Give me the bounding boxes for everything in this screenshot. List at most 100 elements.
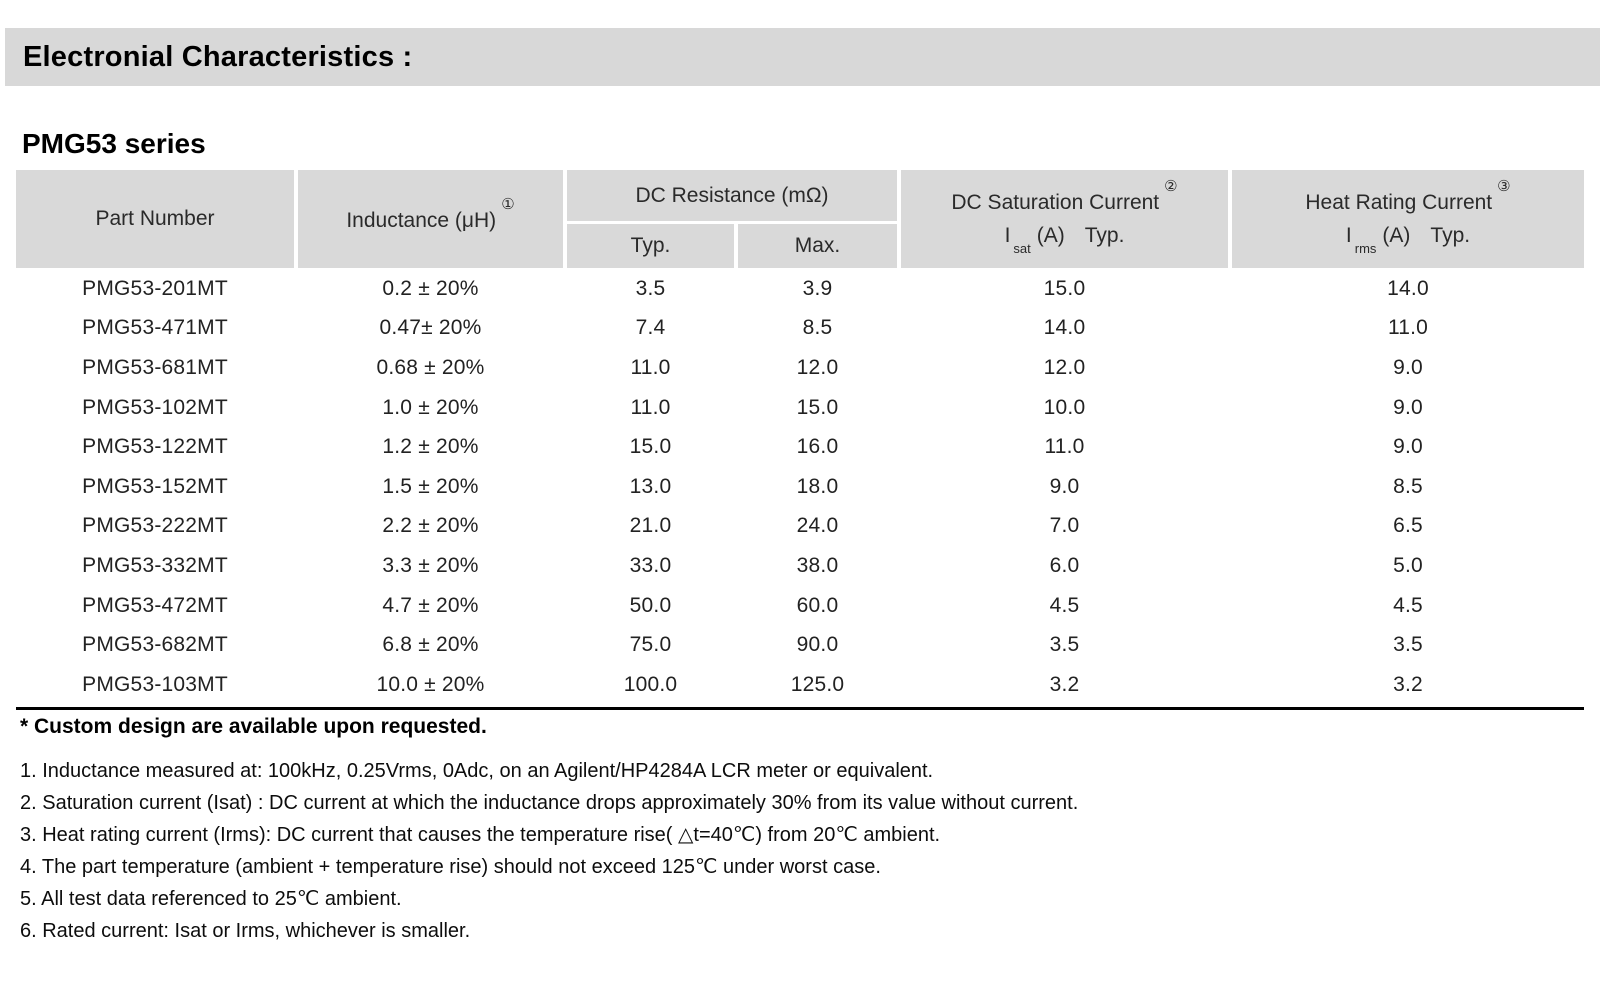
cell-dcr-max: 16.0: [796, 435, 839, 459]
cell-dcr-typ: 21.0: [629, 514, 672, 538]
cell-inductance: 0.68 ± 20%: [376, 355, 485, 379]
cell-dcr-typ: 50.0: [629, 593, 672, 617]
footnote-mark-2: ②: [1164, 178, 1178, 196]
cell-dcr-max: 18.0: [796, 474, 839, 498]
dc-resistance-subheader-row: Typ. Max.: [567, 224, 897, 268]
cell-dcr-typ: 15.0: [629, 435, 672, 459]
cell-irms: 4.5: [1393, 593, 1423, 617]
cell-inductance: 6.8 ± 20%: [382, 633, 479, 657]
section-title: Electronial Characteristics :: [23, 40, 413, 73]
cell-dcr-typ: 11.0: [630, 395, 671, 419]
table-row: PMG53-103MT 10.0 ± 20% 100.0 125.0 3.2 3…: [16, 665, 1584, 705]
cell-part-number: PMG53-102MT: [82, 395, 228, 419]
characteristics-table: Part Number Inductance (μH)① DC Resistan…: [16, 170, 1584, 705]
cell-part-number: PMG53-472MT: [82, 593, 228, 617]
cell-isat: 12.0: [1043, 355, 1086, 379]
cell-irms: 3.5: [1393, 633, 1423, 657]
table-row: PMG53-332MT 3.3 ± 20% 33.0 38.0 6.0 5.0: [16, 546, 1584, 586]
cell-dcr-typ: 33.0: [629, 553, 672, 577]
custom-design-note: * Custom design are available upon reque…: [20, 715, 487, 738]
cell-isat: 11.0: [1044, 435, 1085, 459]
col-header-heat-rating: Heat Rating Current③ Irms(A) Typ.: [1232, 170, 1584, 268]
cell-isat: 15.0: [1043, 276, 1086, 300]
footnotes: * Custom design are available upon reque…: [20, 715, 1580, 947]
dc-resistance-header-label: DC Resistance (mΩ): [567, 170, 897, 221]
cell-isat: 7.0: [1049, 514, 1080, 538]
cell-dcr-max: 12.0: [796, 355, 839, 379]
cell-dcr-max: 3.9: [802, 276, 833, 300]
cell-isat: 6.0: [1049, 553, 1080, 577]
cell-irms: 6.5: [1393, 514, 1423, 538]
table-row: PMG53-471MT 0.47± 20% 7.4 8.5 14.0 11.0: [16, 309, 1584, 349]
cell-part-number: PMG53-332MT: [82, 553, 228, 577]
cell-part-number: PMG53-222MT: [82, 514, 228, 538]
cell-inductance: 1.2 ± 20%: [382, 435, 479, 459]
cell-dcr-max: 24.0: [796, 514, 839, 538]
note-item: 1. Inductance measured at: 100kHz, 0.25V…: [20, 760, 934, 782]
cell-inductance: 0.47± 20%: [379, 316, 482, 340]
table-row: PMG53-152MT 1.5 ± 20% 13.0 18.0 9.0 8.5: [16, 467, 1584, 507]
col-header-part-number: Part Number: [16, 170, 294, 268]
series-heading: PMG53 series: [22, 128, 206, 159]
cell-irms: 3.2: [1393, 672, 1423, 696]
cell-irms: 9.0: [1393, 395, 1423, 419]
table-row: PMG53-102MT 1.0 ± 20% 11.0 15.0 10.0 9.0: [16, 388, 1584, 428]
cell-irms: 5.0: [1393, 553, 1423, 577]
cell-dcr-typ: 11.0: [630, 355, 671, 379]
cell-part-number: PMG53-201MT: [82, 276, 228, 300]
cell-dcr-typ: 3.5: [635, 276, 666, 300]
cell-inductance: 3.3 ± 20%: [382, 553, 479, 577]
col-header-dc-saturation: DC Saturation Current② Isat(A) Typ.: [901, 170, 1228, 268]
cell-dcr-max: 125.0: [790, 672, 845, 696]
cell-part-number: PMG53-152MT: [82, 474, 228, 498]
footnote-mark-1: ①: [501, 196, 515, 213]
cell-part-number: PMG53-681MT: [82, 355, 228, 379]
cell-part-number: PMG53-122MT: [82, 435, 228, 459]
cell-part-number: PMG53-103MT: [82, 672, 228, 696]
section-title-bar: Electronial Characteristics :: [5, 28, 1600, 86]
divider-rule: [16, 707, 1584, 710]
cell-dcr-max: 60.0: [796, 593, 839, 617]
cell-irms: 14.0: [1387, 276, 1429, 300]
table-row: PMG53-201MT 0.2 ± 20% 3.5 3.9 15.0 14.0: [16, 269, 1584, 309]
cell-irms: 9.0: [1393, 435, 1423, 459]
cell-inductance: 2.2 ± 20%: [382, 514, 479, 538]
isat-unit-line: Isat(A) Typ.: [1004, 224, 1125, 256]
notes-list: 1. Inductance measured at: 100kHz, 0.25V…: [20, 755, 1580, 947]
dc-saturation-header-label: DC Saturation Current: [951, 191, 1160, 215]
table-row: PMG53-122MT 1.2 ± 20% 15.0 16.0 11.0 9.0: [16, 427, 1584, 467]
footnote-mark-3: ③: [1497, 178, 1511, 196]
note-item: 5. All test data referenced to 25℃ ambie…: [20, 888, 402, 910]
irms-unit-line: Irms(A) Typ.: [1345, 224, 1471, 256]
col-header-max: Max.: [738, 224, 897, 268]
cell-inductance: 10.0 ± 20%: [376, 672, 485, 696]
cell-isat: 10.0: [1043, 395, 1086, 419]
cell-dcr-typ: 7.4: [635, 316, 666, 340]
table-row: PMG53-681MT 0.68 ± 20% 11.0 12.0 12.0 9.…: [16, 348, 1584, 388]
cell-isat: 3.2: [1049, 672, 1080, 696]
table-body: PMG53-201MT 0.2 ± 20% 3.5 3.9 15.0 14.0 …: [16, 269, 1584, 705]
table-row: PMG53-682MT 6.8 ± 20% 75.0 90.0 3.5 3.5: [16, 625, 1584, 665]
cell-part-number: PMG53-682MT: [82, 633, 228, 657]
cell-dcr-typ: 75.0: [629, 633, 672, 657]
cell-dcr-max: 15.0: [796, 395, 839, 419]
cell-irms: 9.0: [1393, 355, 1423, 379]
cell-dcr-max: 90.0: [796, 633, 839, 657]
note-item: 2. Saturation current (Isat) : DC curren…: [20, 792, 1079, 814]
cell-isat: 4.5: [1049, 593, 1080, 617]
cell-inductance: 1.0 ± 20%: [382, 395, 479, 419]
cell-isat: 3.5: [1049, 633, 1080, 657]
table-row: PMG53-222MT 2.2 ± 20% 21.0 24.0 7.0 6.5: [16, 507, 1584, 547]
cell-irms: 8.5: [1393, 474, 1423, 498]
col-header-inductance: Inductance (μH)①: [298, 170, 563, 268]
cell-isat: 14.0: [1043, 316, 1086, 340]
cell-dcr-typ: 13.0: [629, 474, 672, 498]
cell-isat: 9.0: [1049, 474, 1080, 498]
heat-rating-header-label: Heat Rating Current: [1305, 191, 1493, 215]
col-header-dc-resistance: DC Resistance (mΩ) Typ. Max.: [567, 170, 897, 268]
cell-dcr-typ: 100.0: [623, 672, 678, 696]
table-header: Part Number Inductance (μH)① DC Resistan…: [16, 170, 1584, 268]
cell-dcr-max: 8.5: [802, 316, 833, 340]
note-item: 6. Rated current: Isat or Irms, whicheve…: [20, 920, 471, 942]
col-header-typ: Typ.: [567, 224, 734, 268]
